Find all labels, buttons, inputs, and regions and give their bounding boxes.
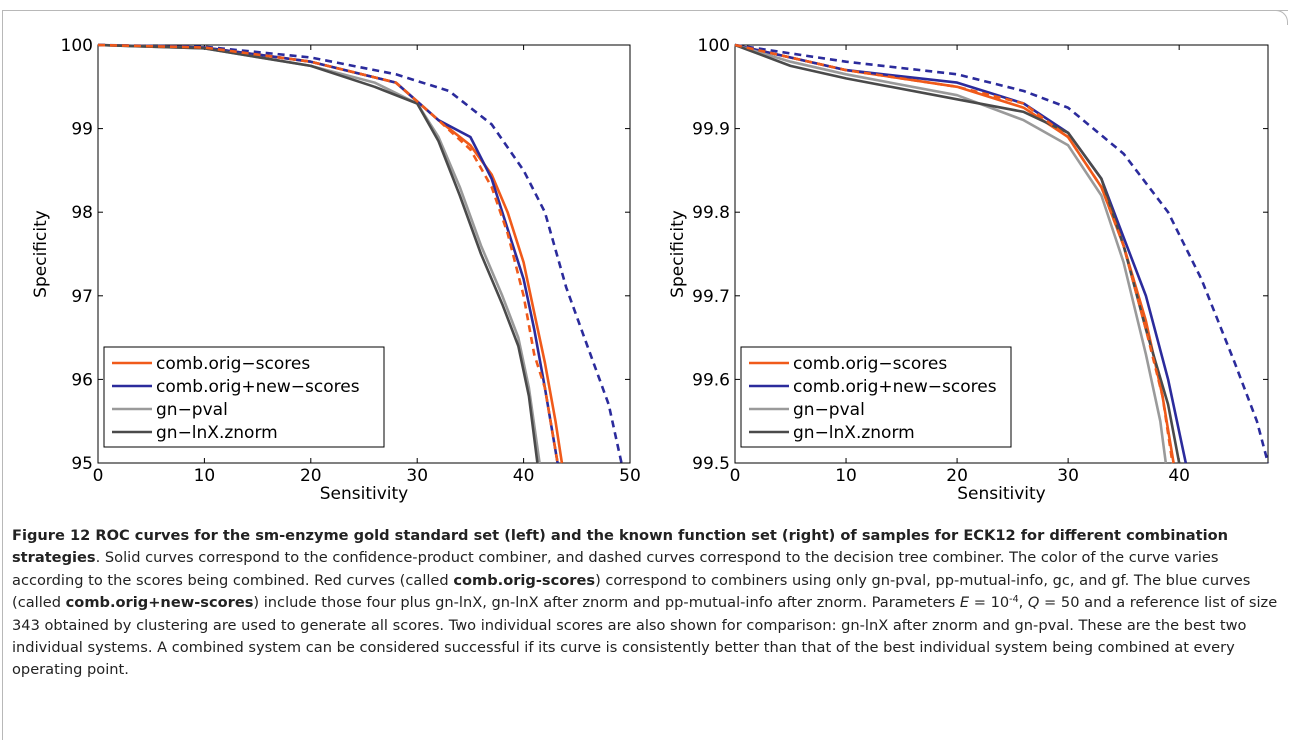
y-tick-label: 99.5 bbox=[692, 454, 730, 474]
legend-label: comb.orig−scores bbox=[156, 354, 310, 374]
x-tick-label: 50 bbox=[619, 466, 641, 486]
y-tick-label: 99.9 bbox=[692, 120, 730, 140]
legend-label: comb.orig+new−scores bbox=[793, 377, 997, 397]
legend-label: comb.orig+new−scores bbox=[156, 377, 360, 397]
caption-sep: , bbox=[1018, 594, 1028, 612]
series-line bbox=[734, 43, 1181, 464]
dashed-series-line bbox=[734, 43, 1174, 464]
x-tick-label: 30 bbox=[406, 466, 428, 486]
y-tick-label: 99.6 bbox=[692, 370, 730, 390]
series-line bbox=[97, 43, 539, 464]
y-tick-label: 99 bbox=[71, 120, 93, 140]
caption-text-2: ) correspond to combiners using only gn-… bbox=[12, 571, 1251, 612]
series-line bbox=[734, 43, 1168, 464]
caption-text-3: ) include those four plus gn-lnX, gn-lnX… bbox=[253, 594, 960, 612]
y-tick-label: 95 bbox=[71, 454, 93, 474]
caption-bold-new: comb.orig+new-scores bbox=[65, 594, 254, 612]
caption-param-e: E bbox=[959, 594, 970, 612]
x-tick-label: 10 bbox=[835, 466, 857, 486]
x-tick-label: 40 bbox=[513, 466, 535, 486]
figure-caption: Figure 12 ROC curves for the sm-enzyme g… bbox=[12, 525, 1282, 682]
caption-exp-e: -4 bbox=[1009, 594, 1019, 606]
legend-label: gn−lnX.znorm bbox=[793, 423, 915, 443]
legend-label: gn−pval bbox=[793, 400, 865, 420]
caption-bold-orig: comb.orig-scores bbox=[453, 571, 596, 589]
x-tick-label: 20 bbox=[946, 466, 968, 486]
y-tick-label: 98 bbox=[71, 203, 93, 223]
x-tick-label: 40 bbox=[1168, 466, 1190, 486]
caption-eq-e: = 10 bbox=[969, 594, 1010, 612]
y-axis-label: Specificity bbox=[668, 210, 688, 298]
y-tick-label: 100 bbox=[698, 36, 730, 56]
legend-label: gn−pval bbox=[156, 400, 228, 420]
chart-right: 0 10 20 30 40 99.5 99.6 99.7 99.8 99.9 100 Sensitiv… bbox=[668, 36, 1270, 504]
x-tick-label: 0 bbox=[730, 466, 741, 486]
y-tick-label: 99.8 bbox=[692, 203, 730, 223]
x-axis-label: Sensitivity bbox=[957, 484, 1046, 504]
dashed-series-line bbox=[97, 43, 623, 464]
caption-title: Figure 12 ROC curves for the sm-enzyme g… bbox=[12, 527, 1229, 567]
dashed-series-line bbox=[97, 43, 559, 464]
y-tick-label: 96 bbox=[71, 370, 93, 390]
chart-left: 0 10 20 30 40 50 95 96 97 98 99 100 Sensitivity Speci… bbox=[31, 36, 641, 504]
x-tick-label: 20 bbox=[300, 466, 322, 486]
x-axis-label: Sensitivity bbox=[320, 484, 409, 504]
caption-eq-q: = 50 bbox=[1039, 594, 1080, 612]
y-tick-label: 100 bbox=[61, 36, 93, 56]
y-axis-label: Specificity bbox=[31, 210, 51, 298]
x-tick-label: 0 bbox=[93, 466, 104, 486]
x-tick-label: 10 bbox=[194, 466, 216, 486]
caption-param-q: Q bbox=[1027, 594, 1040, 612]
x-tick-label: 30 bbox=[1057, 466, 1079, 486]
caption-text-1: . Solid curves correspond to the confide… bbox=[12, 549, 1219, 589]
y-tick-label: 97 bbox=[71, 287, 93, 307]
legend-label: comb.orig−scores bbox=[793, 354, 947, 374]
legend-label: gn−lnX.znorm bbox=[156, 423, 278, 443]
figure-frame bbox=[2, 10, 1288, 740]
dashed-series-line bbox=[734, 43, 1270, 464]
y-tick-label: 99.7 bbox=[692, 287, 730, 307]
caption-text-4: and a reference list of size 343 obtaine… bbox=[12, 594, 1278, 679]
